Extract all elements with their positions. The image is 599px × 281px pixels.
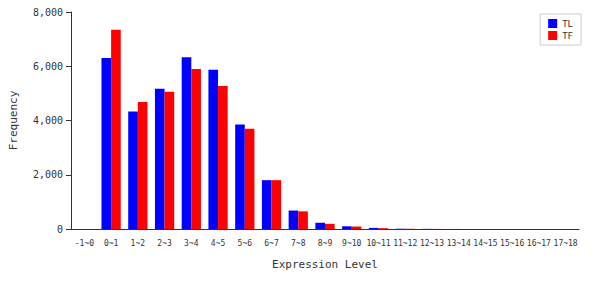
svg-text:15~16: 15~16 [500, 239, 524, 248]
svg-text:3~4: 3~4 [184, 239, 199, 248]
svg-text:12~13: 12~13 [420, 239, 444, 248]
svg-text:4,000: 4,000 [33, 115, 63, 126]
svg-text:0: 0 [57, 224, 63, 235]
svg-text:Frequency: Frequency [7, 90, 20, 150]
svg-text:14~15: 14~15 [473, 239, 497, 248]
svg-text:10~11: 10~11 [366, 239, 390, 248]
svg-text:TF: TF [562, 31, 573, 41]
svg-text:9~10: 9~10 [342, 239, 361, 248]
svg-text:1~2: 1~2 [131, 239, 146, 248]
svg-text:17~18: 17~18 [554, 239, 578, 248]
svg-text:6~7: 6~7 [264, 239, 279, 248]
svg-text:4~5: 4~5 [211, 239, 226, 248]
svg-text:11~12: 11~12 [393, 239, 417, 248]
svg-text:2,000: 2,000 [33, 169, 63, 180]
svg-text:5~6: 5~6 [238, 239, 253, 248]
svg-text:0~1: 0~1 [104, 239, 119, 248]
svg-text:8~9: 8~9 [318, 239, 333, 248]
svg-text:Expression Level: Expression Level [272, 258, 378, 271]
svg-text:16~17: 16~17 [527, 239, 551, 248]
svg-text:7~8: 7~8 [291, 239, 306, 248]
svg-text:-1~0: -1~0 [75, 239, 94, 248]
svg-text:6,000: 6,000 [33, 61, 63, 72]
svg-text:2~3: 2~3 [157, 239, 172, 248]
svg-text:8,000: 8,000 [33, 7, 63, 18]
svg-text:13~14: 13~14 [447, 239, 471, 248]
svg-text:TL: TL [562, 19, 573, 29]
